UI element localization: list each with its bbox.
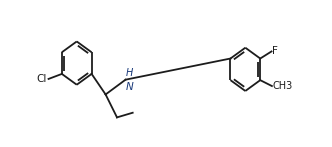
Text: CH3: CH3 (273, 81, 293, 91)
Text: Cl: Cl (37, 74, 47, 84)
Text: N: N (125, 82, 133, 92)
Text: F: F (273, 46, 278, 56)
Text: H: H (126, 68, 133, 78)
